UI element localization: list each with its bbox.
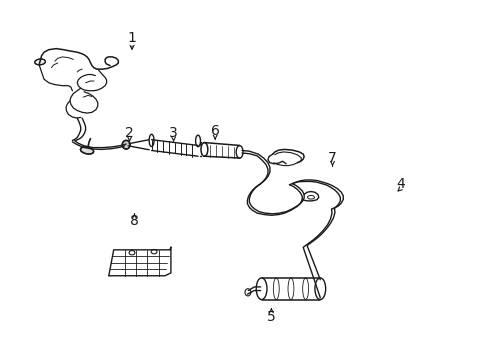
- Ellipse shape: [80, 147, 94, 154]
- Text: 7: 7: [327, 152, 336, 165]
- Text: 6: 6: [210, 125, 219, 138]
- Text: 2: 2: [125, 126, 134, 140]
- Text: 4: 4: [396, 177, 405, 190]
- Text: 1: 1: [127, 31, 136, 45]
- Text: 3: 3: [169, 126, 178, 140]
- Text: 5: 5: [266, 310, 275, 324]
- Ellipse shape: [35, 59, 45, 65]
- Text: 8: 8: [130, 215, 139, 228]
- Ellipse shape: [122, 140, 130, 149]
